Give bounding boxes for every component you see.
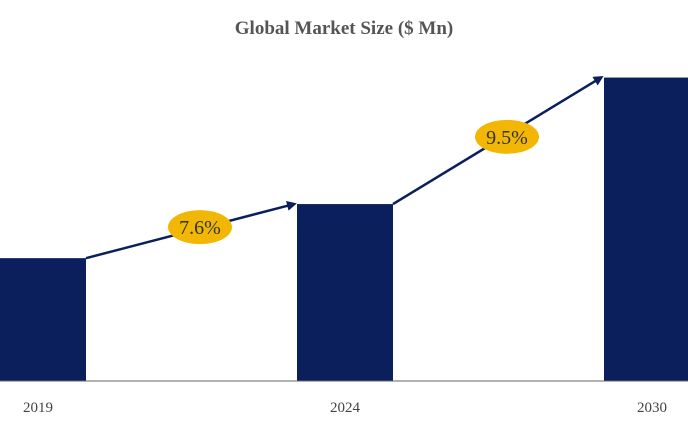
cagr-label-1: 7.6% (179, 217, 221, 239)
bar-2019 (0, 258, 86, 381)
x-tick-label-2019: 2019 (23, 400, 53, 416)
x-tick-label-2030: 2030 (637, 400, 667, 416)
cagr-badge-2 (475, 119, 539, 154)
cagr-label-2: 9.5% (486, 127, 528, 149)
cagr-badge-1 (168, 210, 232, 245)
bar-2024 (297, 204, 393, 381)
bar-2030 (604, 77, 688, 382)
chart-title: Global Market Size ($ Mn) (234, 18, 454, 39)
x-tick-label-2024: 2024 (330, 400, 361, 416)
